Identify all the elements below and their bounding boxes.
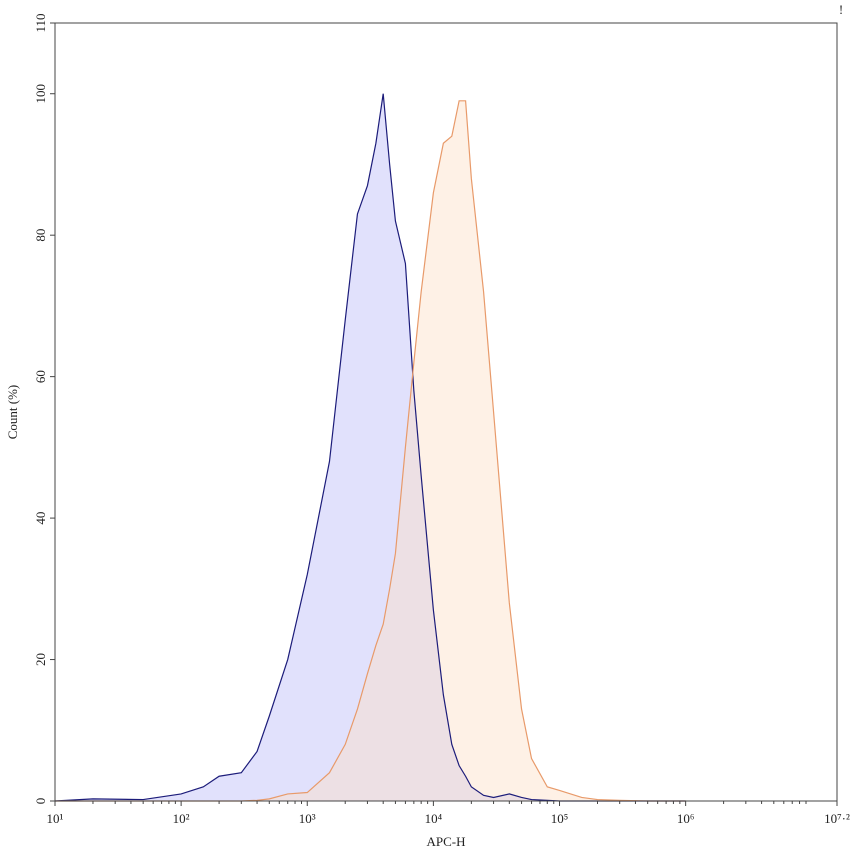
plot-frame xyxy=(54,22,838,802)
x-tick-label: 10⁵ xyxy=(551,811,569,826)
x-tick-label: 10¹ xyxy=(47,811,64,826)
y-tick-label: 20 xyxy=(33,653,48,666)
area xyxy=(55,93,686,801)
line xyxy=(54,93,686,802)
y-axis-label: Count (%) xyxy=(5,385,20,440)
x-axis-label: APC-H xyxy=(426,834,465,849)
x-tick-label: 10³ xyxy=(299,811,316,826)
y-tick-label: 40 xyxy=(33,512,48,525)
y-tick-label: 110 xyxy=(33,13,48,32)
y-tick-label: 80 xyxy=(33,229,48,242)
y-tick-label: 60 xyxy=(33,370,48,383)
y-tick-label: 0 xyxy=(33,798,48,805)
y-tick-label: 100 xyxy=(33,84,48,104)
x-tick-label: 10⁴ xyxy=(425,811,443,826)
x-tick-label: 10² xyxy=(173,811,190,826)
annotation: ! xyxy=(839,2,843,17)
x-tick-label: 10⁷·² xyxy=(824,811,850,826)
x-tick-label: 10⁶ xyxy=(677,811,695,826)
